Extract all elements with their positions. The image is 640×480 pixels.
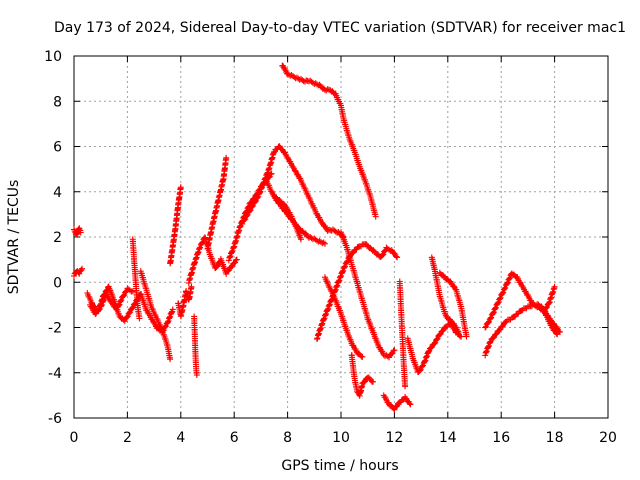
data-point — [463, 333, 470, 340]
data-point — [341, 264, 348, 271]
data-point — [342, 263, 349, 270]
data-point — [120, 292, 127, 299]
data-point — [370, 378, 377, 385]
x-tick-label: 12 — [385, 430, 403, 446]
data-point — [427, 344, 434, 351]
data-point — [241, 216, 248, 223]
data-point — [223, 154, 230, 161]
data-point — [77, 229, 84, 236]
x-tick-label: 10 — [332, 430, 350, 446]
data-point — [416, 367, 423, 374]
data-point — [490, 334, 497, 341]
data-point — [390, 347, 397, 354]
data-point — [78, 267, 85, 274]
x-tick-label: 0 — [70, 430, 79, 446]
y-tick-label: -6 — [48, 411, 62, 427]
data-point — [246, 207, 253, 214]
data-point — [391, 347, 398, 354]
data-point — [359, 353, 366, 360]
data-point — [394, 254, 401, 261]
x-tick-label: 8 — [283, 430, 292, 446]
x-tick-labels: 0 2 4 6 8 10 12 14 16 18 20 — [70, 430, 617, 446]
data-point — [214, 263, 221, 270]
data-point — [193, 372, 200, 379]
x-tick-label: 20 — [599, 430, 617, 446]
data-point — [319, 240, 326, 247]
data-point — [454, 327, 461, 334]
data-point — [492, 331, 499, 338]
x-tick-label: 18 — [546, 430, 564, 446]
y-tick-label: 10 — [44, 49, 62, 65]
x-tick-label: 14 — [439, 430, 457, 446]
data-point — [393, 403, 400, 410]
data-point — [169, 306, 176, 313]
y-tick-label: -4 — [48, 366, 62, 382]
data-point — [115, 302, 122, 309]
data-point — [95, 306, 102, 313]
data-point — [419, 363, 426, 370]
y-tick-labels: -6 -4 -2 0 2 4 6 8 10 — [44, 49, 62, 427]
data-point — [126, 309, 133, 316]
data-point — [388, 350, 395, 357]
y-tick-label: 8 — [53, 94, 62, 110]
data-point — [436, 331, 443, 338]
data-point — [455, 329, 462, 336]
data-point — [79, 265, 86, 272]
y-tick-label: 4 — [53, 185, 62, 201]
data-point — [116, 301, 123, 308]
y-tick-label: 2 — [53, 230, 62, 246]
data-point — [113, 306, 120, 313]
data-point — [118, 297, 125, 304]
data-point — [129, 305, 136, 312]
y-tick-label: 0 — [53, 275, 62, 291]
data-point — [254, 194, 261, 201]
data-point — [379, 252, 386, 259]
data-point — [439, 327, 446, 334]
data-point — [407, 401, 414, 408]
data-point — [231, 260, 238, 267]
data-point — [188, 283, 195, 290]
data-point — [117, 297, 124, 304]
data-point — [320, 239, 327, 246]
data-point — [127, 287, 134, 294]
x-tick-label: 2 — [123, 430, 132, 446]
data-point — [243, 212, 250, 219]
x-tick-label: 4 — [176, 430, 185, 446]
data-point — [361, 379, 368, 386]
data-point — [431, 340, 438, 347]
data-point — [297, 236, 304, 243]
data-point — [458, 333, 465, 340]
data-point — [124, 314, 131, 321]
data-point — [433, 336, 440, 343]
data-point — [402, 383, 409, 390]
data-point — [228, 263, 235, 270]
data-point — [393, 253, 400, 260]
data-point — [136, 315, 143, 322]
axis-ticks — [73, 55, 609, 419]
data-point — [224, 267, 231, 274]
data-point — [167, 356, 174, 363]
data-point — [196, 245, 203, 252]
data-point — [197, 244, 204, 251]
x-tick-label: 16 — [492, 430, 510, 446]
data-point — [372, 213, 379, 220]
data-point — [321, 240, 328, 247]
data-point — [406, 400, 413, 407]
y-tick-label: 6 — [53, 140, 62, 156]
data-point — [92, 310, 99, 317]
data-points — [71, 62, 563, 413]
data-point — [177, 184, 184, 191]
data-point — [249, 203, 256, 210]
y-tick-label: -2 — [48, 321, 62, 337]
x-tick-label: 6 — [230, 430, 239, 446]
data-point — [349, 250, 356, 257]
data-point — [280, 200, 287, 207]
data-point — [199, 239, 206, 246]
data-point — [252, 198, 259, 205]
data-point — [233, 256, 240, 263]
